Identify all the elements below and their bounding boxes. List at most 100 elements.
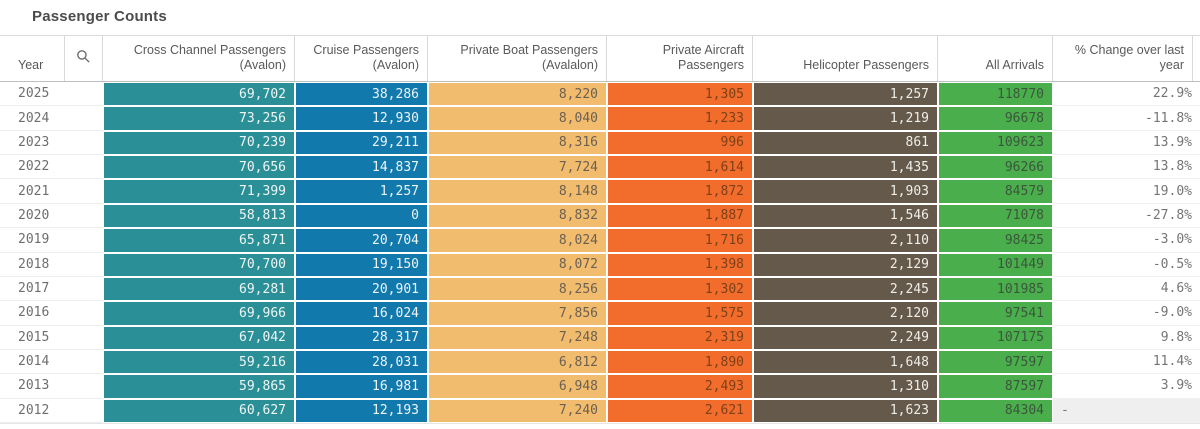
- cross-channel-cell[interactable]: 69,281: [103, 276, 295, 302]
- cross-channel-cell[interactable]: 69,702: [103, 82, 295, 107]
- year-cell[interactable]: 2012: [0, 398, 103, 424]
- helicopter-cell[interactable]: 1,435: [753, 155, 938, 180]
- cross-channel-cell[interactable]: 70,700: [103, 252, 295, 277]
- column-header-helicopter[interactable]: Helicopter Passengers: [753, 36, 938, 81]
- pct-change-cell[interactable]: -11.8%: [1053, 106, 1200, 131]
- year-cell[interactable]: 2022: [0, 155, 103, 180]
- helicopter-cell[interactable]: 1,623: [753, 398, 938, 424]
- private-aircraft-cell[interactable]: 1,398: [607, 252, 753, 277]
- cross-channel-cell[interactable]: 58,813: [103, 203, 295, 229]
- cruise-cell[interactable]: 12,193: [295, 398, 428, 424]
- all-arrivals-cell[interactable]: 87597: [938, 374, 1053, 399]
- private-boat-cell[interactable]: 7,248: [428, 325, 607, 350]
- private-boat-cell[interactable]: 8,024: [428, 228, 607, 253]
- cross-channel-cell[interactable]: 59,865: [103, 374, 295, 399]
- year-cell[interactable]: 2024: [0, 106, 103, 131]
- helicopter-cell[interactable]: 1,648: [753, 349, 938, 375]
- pct-change-cell[interactable]: 13.9%: [1053, 130, 1200, 156]
- all-arrivals-cell[interactable]: 71078: [938, 203, 1053, 229]
- private-boat-cell[interactable]: 8,832: [428, 203, 607, 229]
- helicopter-cell[interactable]: 2,129: [753, 252, 938, 277]
- private-aircraft-cell[interactable]: 2,319: [607, 325, 753, 350]
- helicopter-cell[interactable]: 1,257: [753, 82, 938, 107]
- private-aircraft-cell[interactable]: 1,890: [607, 349, 753, 375]
- column-header-year[interactable]: Year: [0, 36, 65, 81]
- private-aircraft-cell[interactable]: 2,621: [607, 398, 753, 424]
- year-cell[interactable]: 2023: [0, 130, 103, 156]
- pct-change-cell[interactable]: -: [1053, 398, 1200, 424]
- column-header-cross-channel[interactable]: Cross Channel Passengers (Avalon): [103, 36, 295, 81]
- year-cell[interactable]: 2020: [0, 203, 103, 229]
- private-aircraft-cell[interactable]: 2,493: [607, 374, 753, 399]
- private-aircraft-cell[interactable]: 1,302: [607, 276, 753, 302]
- column-header-private-aircraft[interactable]: Private Aircraft Passengers: [607, 36, 753, 81]
- all-arrivals-cell[interactable]: 101985: [938, 276, 1053, 302]
- year-cell[interactable]: 2021: [0, 179, 103, 204]
- helicopter-cell[interactable]: 2,245: [753, 276, 938, 302]
- private-boat-cell[interactable]: 6,812: [428, 349, 607, 375]
- all-arrivals-cell[interactable]: 84304: [938, 398, 1053, 424]
- column-header-private-boat[interactable]: Private Boat Passengers (Avalalon): [428, 36, 607, 81]
- cross-channel-cell[interactable]: 59,216: [103, 349, 295, 375]
- year-cell[interactable]: 2013: [0, 374, 103, 399]
- cruise-cell[interactable]: 28,031: [295, 349, 428, 375]
- all-arrivals-cell[interactable]: 96678: [938, 106, 1053, 131]
- private-boat-cell[interactable]: 6,948: [428, 374, 607, 399]
- year-search-button[interactable]: [65, 36, 103, 81]
- helicopter-cell[interactable]: 2,110: [753, 228, 938, 253]
- pct-change-cell[interactable]: 19.0%: [1053, 179, 1200, 204]
- all-arrivals-cell[interactable]: 101449: [938, 252, 1053, 277]
- pct-change-cell[interactable]: 9.8%: [1053, 325, 1200, 350]
- helicopter-cell[interactable]: 1,546: [753, 203, 938, 229]
- cruise-cell[interactable]: 19,150: [295, 252, 428, 277]
- year-cell[interactable]: 2015: [0, 325, 103, 350]
- year-cell[interactable]: 2014: [0, 349, 103, 375]
- column-header-cruise[interactable]: Cruise Passengers (Avalon): [295, 36, 428, 81]
- cruise-cell[interactable]: 12,930: [295, 106, 428, 131]
- private-aircraft-cell[interactable]: 996: [607, 130, 753, 156]
- private-boat-cell[interactable]: 7,240: [428, 398, 607, 424]
- cruise-cell[interactable]: 16,981: [295, 374, 428, 399]
- cross-channel-cell[interactable]: 70,656: [103, 155, 295, 180]
- private-aircraft-cell[interactable]: 1,233: [607, 106, 753, 131]
- pct-change-cell[interactable]: 11.4%: [1053, 349, 1200, 375]
- private-aircraft-cell[interactable]: 1,614: [607, 155, 753, 180]
- helicopter-cell[interactable]: 861: [753, 130, 938, 156]
- year-cell[interactable]: 2019: [0, 228, 103, 253]
- pct-change-cell[interactable]: 4.6%: [1053, 276, 1200, 302]
- column-header-pct-change[interactable]: % Change over last year: [1053, 36, 1193, 81]
- cross-channel-cell[interactable]: 60,627: [103, 398, 295, 424]
- cross-channel-cell[interactable]: 65,871: [103, 228, 295, 253]
- cruise-cell[interactable]: 20,901: [295, 276, 428, 302]
- private-aircraft-cell[interactable]: 1,575: [607, 301, 753, 326]
- all-arrivals-cell[interactable]: 98425: [938, 228, 1053, 253]
- cruise-cell[interactable]: 14,837: [295, 155, 428, 180]
- cruise-cell[interactable]: 29,211: [295, 130, 428, 156]
- private-boat-cell[interactable]: 8,256: [428, 276, 607, 302]
- private-aircraft-cell[interactable]: 1,887: [607, 203, 753, 229]
- cruise-cell[interactable]: 16,024: [295, 301, 428, 326]
- helicopter-cell[interactable]: 1,310: [753, 374, 938, 399]
- cross-channel-cell[interactable]: 70,239: [103, 130, 295, 156]
- all-arrivals-cell[interactable]: 84579: [938, 179, 1053, 204]
- cruise-cell[interactable]: 20,704: [295, 228, 428, 253]
- private-boat-cell[interactable]: 7,724: [428, 155, 607, 180]
- pct-change-cell[interactable]: 22.9%: [1053, 82, 1200, 107]
- all-arrivals-cell[interactable]: 96266: [938, 155, 1053, 180]
- year-cell[interactable]: 2017: [0, 276, 103, 302]
- helicopter-cell[interactable]: 1,219: [753, 106, 938, 131]
- private-aircraft-cell[interactable]: 1,305: [607, 82, 753, 107]
- pct-change-cell[interactable]: -0.5%: [1053, 252, 1200, 277]
- helicopter-cell[interactable]: 2,120: [753, 301, 938, 326]
- all-arrivals-cell[interactable]: 97541: [938, 301, 1053, 326]
- cross-channel-cell[interactable]: 69,966: [103, 301, 295, 326]
- helicopter-cell[interactable]: 1,903: [753, 179, 938, 204]
- private-boat-cell[interactable]: 8,220: [428, 82, 607, 107]
- cruise-cell[interactable]: 28,317: [295, 325, 428, 350]
- cross-channel-cell[interactable]: 67,042: [103, 325, 295, 350]
- cruise-cell[interactable]: 0: [295, 203, 428, 229]
- pct-change-cell[interactable]: -27.8%: [1053, 203, 1200, 229]
- all-arrivals-cell[interactable]: 109623: [938, 130, 1053, 156]
- cruise-cell[interactable]: 38,286: [295, 82, 428, 107]
- private-boat-cell[interactable]: 8,040: [428, 106, 607, 131]
